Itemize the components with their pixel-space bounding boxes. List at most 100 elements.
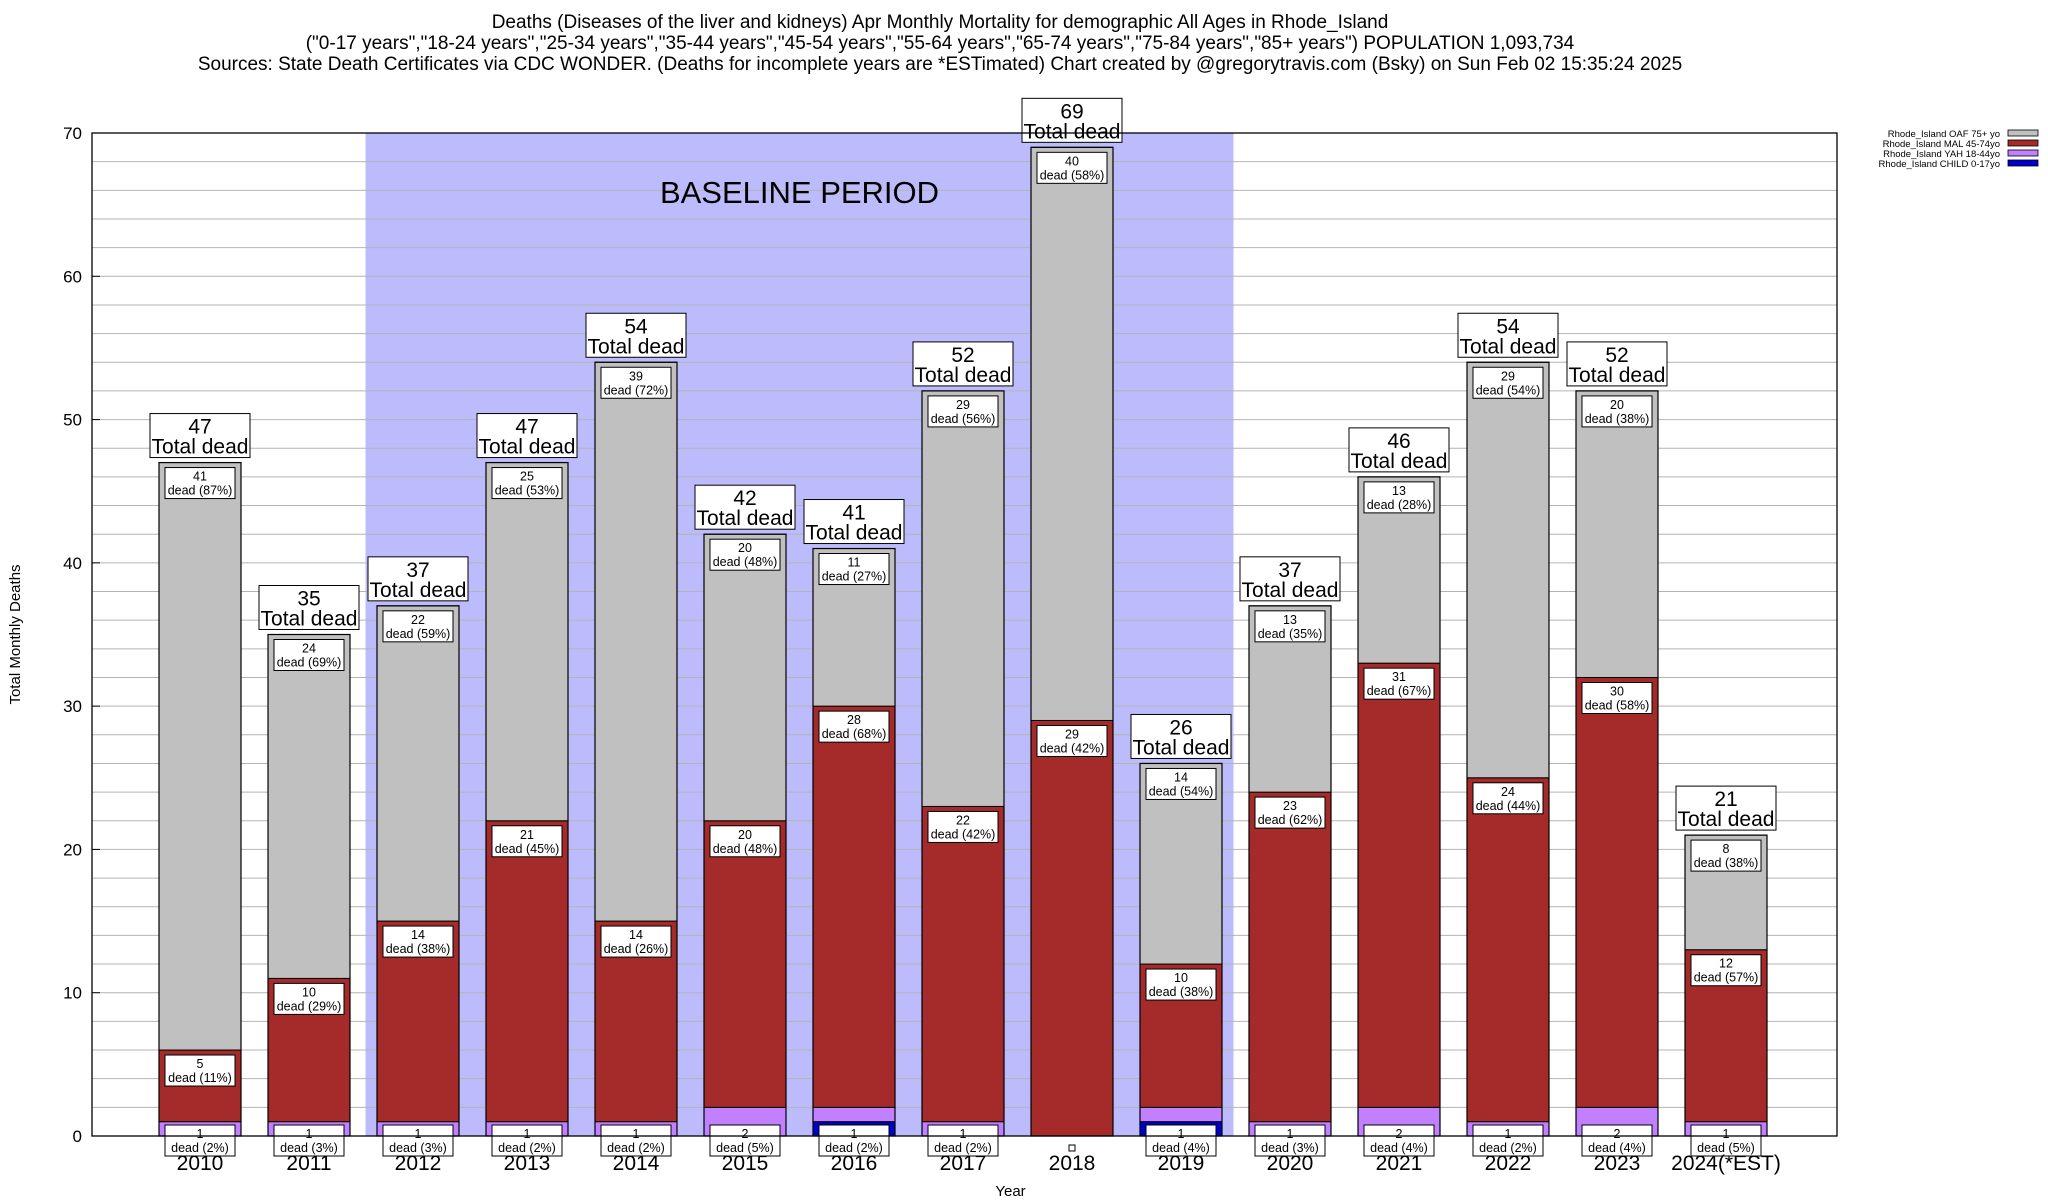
segment-label-percent: dead (5%) [1697,1141,1755,1155]
segment-label-count: 13 [1392,484,1406,498]
segment-label-box [491,467,563,500]
segment-label-box [273,639,345,671]
segment-label-box [382,1124,454,1157]
segment-label-percent: dead (27%) [822,570,887,584]
segment-label-percent: dead (53%) [495,484,560,498]
segment-label-percent: dead (57%) [1694,971,1759,985]
total-label-box [1239,556,1341,602]
segment-label-box [273,1124,345,1157]
segment-label-percent: dead (58%) [1585,698,1650,712]
bar-segment-rhode-island-oaf-75-yo [158,462,242,1051]
segment-label-percent: dead (38%) [386,942,451,956]
bar-segment-rhode-island-yah-18-44yo [812,1106,896,1123]
segment-label-percent: dead (5%) [716,1141,774,1155]
legend-label: Rhode_Island YAH 18-44yo [1883,149,2000,160]
legend-swatch [2007,159,2039,167]
segment-label-count: 10 [302,985,316,999]
segment-label-percent: dead (72%) [604,383,669,397]
baseline-period-label: BASELINE PERIOD [660,175,939,210]
y-axis-label: Total Monthly Deaths [7,564,24,704]
segment-label-percent: dead (2%) [498,1141,556,1155]
y-tick-label: 50 [63,411,82,430]
total-label-value: 46 [1387,430,1410,453]
segment-label-box [1581,395,1653,428]
total-label-text: Total dead [588,335,685,358]
segment-label-box [273,982,345,1015]
x-tick-label: 2011 [286,1152,331,1175]
x-tick-label: 2012 [395,1152,442,1175]
bar-segment-rhode-island-oaf-75-yo [1575,390,1659,678]
segment-label-box [600,1124,672,1157]
segment-label-count: 29 [1065,727,1079,741]
segment-label-percent: dead (29%) [277,999,342,1013]
segment-label-percent: dead (42%) [931,827,996,841]
segment-label-count: 24 [302,642,316,656]
legend-swatch [2007,139,2039,147]
segment-label-count: 1 [524,1127,531,1141]
segment-label-count: 8 [1723,842,1730,856]
segment-label-box [382,610,454,643]
bar-segment-rhode-island-mal-45-74yo [1248,791,1332,1123]
segment-label-percent: dead (2%) [1479,1141,1537,1155]
total-label-box [912,341,1014,387]
segment-label-box [927,395,999,428]
segment-label-count: 1 [197,1127,204,1141]
segment-label-percent: dead (35%) [1258,627,1323,641]
segment-label-percent: dead (38%) [1149,985,1214,999]
total-label-text: Total dead [1569,364,1666,387]
legend-swatch [2007,149,2039,157]
plot-border [91,132,1838,1137]
segment-label-percent: dead (26%) [604,942,669,956]
total-label-box [258,585,360,630]
y-tick-label: 20 [63,840,82,859]
segment-label-count: 2 [1614,1127,1621,1141]
total-label-text: Total dead [152,436,249,459]
segment-label-count: 13 [1283,613,1297,627]
total-label-text: Total dead [697,507,794,530]
bar-segment-rhode-island-oaf-75-yo [594,361,678,922]
x-tick-label: 2016 [831,1152,878,1175]
legend-label: Rhode_Island OAF 75+ yo [1888,129,2000,140]
segment-label-count: 23 [1283,799,1297,813]
segment-label-box [1690,839,1762,872]
bar-segment-rhode-island-oaf-75-yo [1030,146,1114,721]
segment-label-count: 40 [1065,154,1079,168]
segment-label-percent: dead (56%) [931,412,996,426]
total-label-text: Total dead [806,522,903,545]
segment-label-percent: dead (28%) [1367,498,1432,512]
segment-label-box [1145,1124,1217,1157]
segment-label-box [1581,681,1653,714]
segment-label-count: 10 [1174,971,1188,985]
segment-label-box [1363,667,1435,700]
segment-label-box [1254,796,1326,829]
segment-label-count: 39 [629,369,643,383]
x-tick-label: 2023 [1594,1152,1641,1175]
bar-segment-rhode-island-mal-45-74yo [1466,777,1550,1123]
segment-label-count: 22 [411,613,425,627]
x-axis-label: Year [995,1183,1025,1200]
total-label-value: 21 [1714,788,1737,811]
y-tick-label: 0 [73,1127,82,1146]
segment-label-count: 25 [520,470,534,484]
segment-label-box [1581,1124,1653,1157]
total-label-text: Total dead [1133,736,1230,759]
segment-label-count: 1 [851,1127,858,1141]
segment-label-count: 21 [520,828,534,842]
segment-label-percent: dead (2%) [171,1141,229,1155]
segment-label-count: 1 [1178,1127,1185,1141]
chart-subtitle-age-groups: ("0-17 years","18-24 years","25-34 years… [305,33,1575,54]
segment-label-count: 1 [633,1127,640,1141]
segment-label-box [818,1124,890,1157]
total-label-value: 54 [1496,315,1520,338]
total-label-text: Total dead [1351,450,1448,473]
segment-label-percent: dead (3%) [1261,1141,1319,1155]
segment-label-box [164,467,236,500]
segment-label-box [818,710,890,743]
segment-label-box [382,925,454,958]
